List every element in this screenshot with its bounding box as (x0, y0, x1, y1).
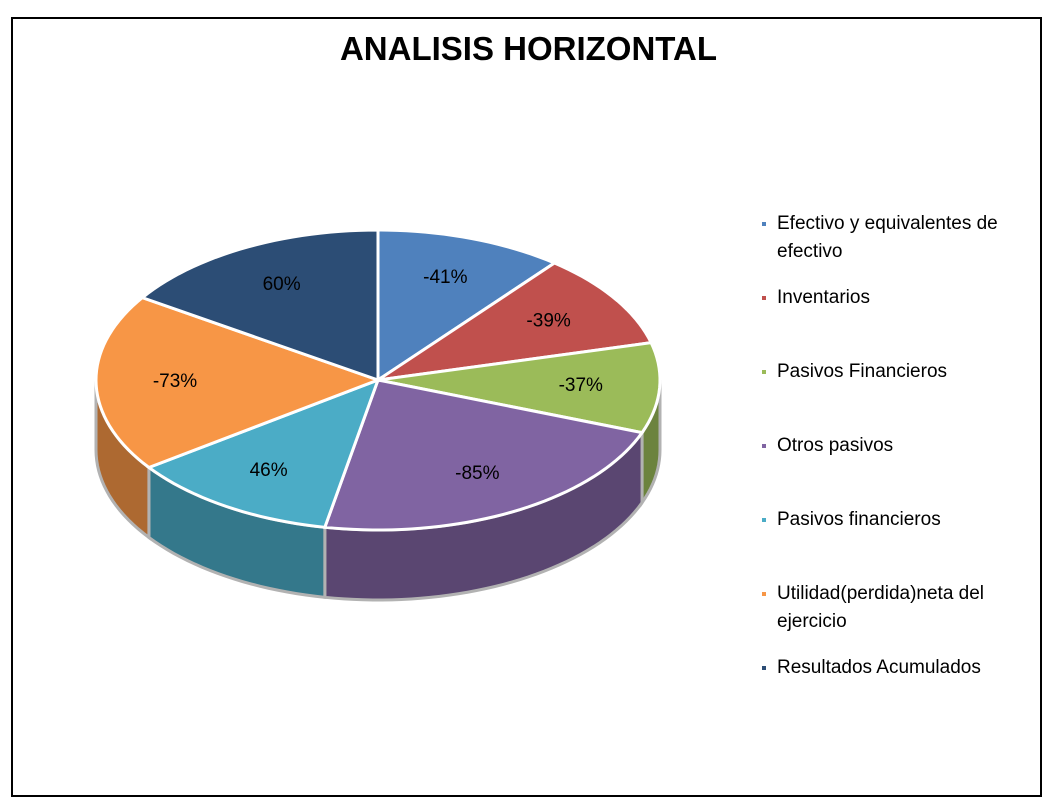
pie-slice (139, 228, 380, 383)
pie-slice (377, 341, 662, 435)
legend-swatch (762, 296, 766, 300)
legend: Efectivo y equivalentes de efectivo Inven… (760, 210, 1040, 728)
legend-swatch (762, 666, 766, 670)
legend-item: Utilidad(perdida)neta del ejercicio (760, 580, 1040, 654)
pie-tops (94, 228, 662, 532)
legend-item: Inventarios (760, 284, 1040, 358)
data-label: -37% (559, 375, 603, 396)
legend-item: Efectivo y equivalentes de efectivo (760, 210, 1040, 284)
data-label: -85% (455, 463, 499, 484)
legend-label: Inventarios (777, 287, 870, 308)
data-label: 60% (263, 274, 301, 295)
pie-slice (376, 228, 558, 383)
legend-item: Resultados Acumulados (760, 654, 1040, 728)
legend-label: Otros pasivos (777, 435, 894, 456)
legend-item: Otros pasivos (760, 432, 1040, 506)
legend-label: Pasivos Financieros (777, 361, 948, 382)
pie-slice (94, 295, 383, 470)
legend-item: Pasivos Financieros (760, 358, 1040, 432)
chart-title: ANALISIS HORIZONTAL (339, 30, 718, 67)
data-label: -39% (526, 310, 570, 331)
legend-label: Utilidad(perdida)neta del ejercicio (777, 583, 985, 632)
legend-label: Efectivo y equivalentes de efectivo (777, 213, 998, 262)
legend-swatch (762, 592, 766, 596)
legend-swatch (762, 222, 766, 226)
legend-swatch (762, 518, 766, 522)
pie-slice (145, 377, 381, 529)
legend-item: Pasivos financieros (760, 506, 1040, 580)
pie-slice (322, 378, 645, 532)
legend-label: Resultados Acumulados (777, 657, 981, 678)
legend-swatch (762, 444, 766, 448)
data-label: -41% (423, 267, 467, 288)
legend-label: Pasivos financieros (777, 509, 941, 530)
legend-swatch (762, 370, 766, 374)
data-label: -73% (153, 371, 197, 392)
data-label: 46% (250, 460, 288, 481)
